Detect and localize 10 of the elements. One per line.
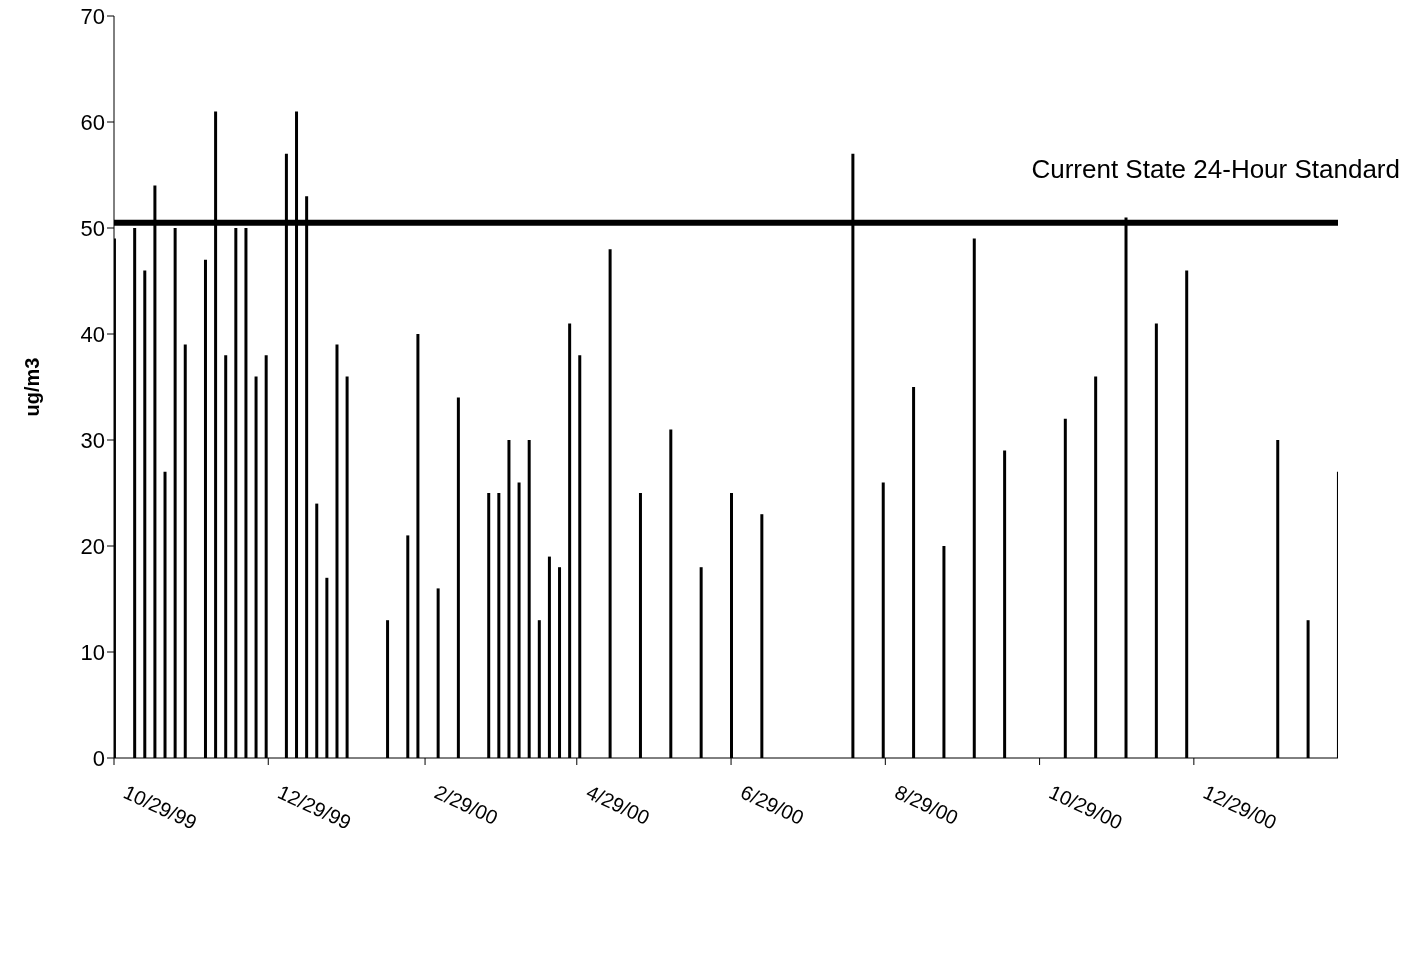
y-tick-label: 50 xyxy=(80,215,105,241)
y-tick-label: 20 xyxy=(80,533,105,559)
y-tick-label: 40 xyxy=(80,321,105,347)
y-tick-label: 0 xyxy=(92,745,105,771)
y-tick-label: 60 xyxy=(80,109,105,135)
y-axis-title: ug/m3 xyxy=(21,357,44,417)
ref-line-label: Current State 24-Hour Standard xyxy=(1031,153,1400,184)
y-tick-label: 30 xyxy=(80,427,105,453)
y-tick-label: 70 xyxy=(80,3,105,29)
y-tick-label: 10 xyxy=(80,639,105,665)
